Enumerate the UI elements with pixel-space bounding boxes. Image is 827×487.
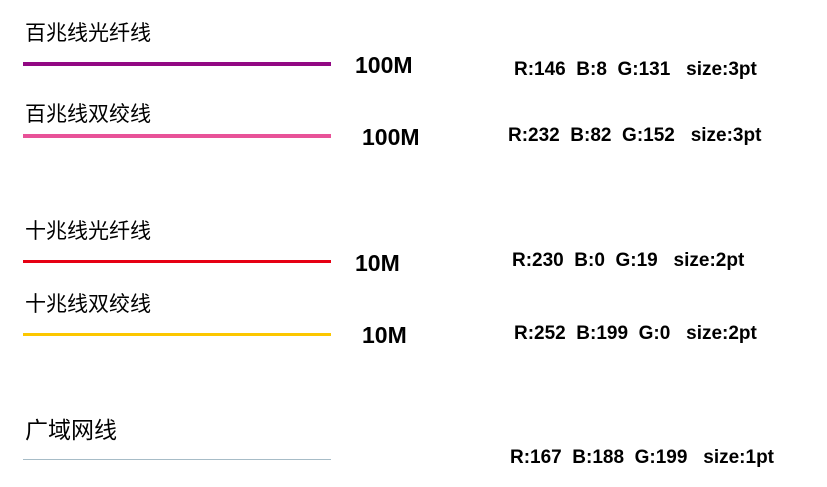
- legend-spec-10m-twisted-pair: R:252 B:199 G:0 size:2pt: [514, 323, 757, 344]
- legend-line-100m-fiber: [23, 62, 331, 66]
- legend-line-wan: [23, 459, 331, 460]
- legend-line-10m-fiber: [23, 260, 331, 263]
- legend-spec-10m-fiber: R:230 B:0 G:19 size:2pt: [512, 250, 745, 271]
- legend-line-100m-twisted-pair: [23, 134, 331, 138]
- legend-label-100m-twisted-pair: 百兆线双绞线: [25, 102, 151, 126]
- legend-spec-wan: R:167 B:188 G:199 size:1pt: [510, 447, 774, 468]
- legend-label-100m-fiber: 百兆线光纤线: [25, 21, 151, 45]
- legend-label-10m-fiber: 十兆线光纤线: [25, 219, 151, 243]
- legend-label-10m-twisted-pair: 十兆线双绞线: [25, 292, 151, 316]
- legend-line-10m-twisted-pair: [23, 333, 331, 336]
- legend-spec-100m-twisted-pair: R:232 B:82 G:152 size:3pt: [508, 125, 762, 146]
- legend-spec-100m-fiber: R:146 B:8 G:131 size:3pt: [514, 59, 757, 80]
- legend-speed-10m-fiber: 10M: [355, 250, 400, 276]
- legend-speed-100m-twisted-pair: 100M: [362, 124, 420, 150]
- legend-speed-100m-fiber: 100M: [355, 52, 413, 78]
- legend-speed-10m-twisted-pair: 10M: [362, 322, 407, 348]
- legend-label-wan: 广域网线: [25, 418, 117, 444]
